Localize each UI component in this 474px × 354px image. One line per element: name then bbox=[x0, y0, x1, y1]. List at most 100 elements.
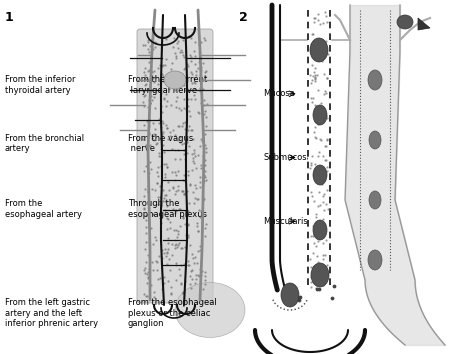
Point bbox=[166, 77, 174, 83]
Point bbox=[152, 126, 159, 132]
Point bbox=[186, 242, 194, 247]
Point bbox=[309, 73, 317, 79]
Point bbox=[320, 221, 328, 227]
Point bbox=[307, 161, 315, 166]
Point bbox=[200, 60, 207, 66]
Point bbox=[180, 191, 187, 196]
Point bbox=[155, 116, 163, 122]
Point bbox=[197, 67, 204, 73]
Point bbox=[189, 189, 197, 195]
Point bbox=[196, 174, 204, 180]
Point bbox=[154, 170, 161, 175]
Point bbox=[172, 104, 180, 109]
Point bbox=[143, 76, 150, 81]
Text: Through the
esophageal plexus: Through the esophageal plexus bbox=[128, 199, 207, 218]
Point bbox=[180, 82, 188, 88]
Point bbox=[149, 75, 157, 80]
Point bbox=[142, 163, 150, 169]
Point bbox=[184, 234, 191, 240]
Point bbox=[307, 51, 315, 56]
Point bbox=[181, 151, 188, 156]
Point bbox=[174, 232, 182, 237]
Point bbox=[192, 72, 200, 78]
Point bbox=[315, 268, 322, 274]
Point bbox=[169, 170, 176, 175]
Point bbox=[191, 61, 199, 67]
Point bbox=[164, 136, 172, 142]
Point bbox=[140, 122, 147, 127]
Point bbox=[161, 207, 169, 213]
Point bbox=[179, 214, 186, 220]
Point bbox=[195, 273, 202, 279]
Point bbox=[319, 176, 327, 182]
Point bbox=[155, 120, 163, 126]
Point bbox=[314, 225, 322, 231]
Point bbox=[159, 79, 167, 84]
Point bbox=[309, 223, 317, 229]
Point bbox=[162, 198, 169, 204]
Text: From the vagus
 nerve: From the vagus nerve bbox=[128, 134, 193, 153]
Ellipse shape bbox=[175, 282, 245, 337]
Point bbox=[149, 212, 157, 217]
Text: Muscularis: Muscularis bbox=[263, 217, 308, 226]
Point bbox=[146, 198, 153, 204]
Point bbox=[182, 178, 189, 184]
Point bbox=[147, 282, 155, 288]
Point bbox=[203, 101, 210, 107]
Point bbox=[169, 45, 177, 50]
Point bbox=[156, 62, 164, 68]
Point bbox=[201, 131, 209, 137]
Point bbox=[169, 127, 176, 132]
Point bbox=[314, 234, 321, 240]
Point bbox=[313, 215, 320, 220]
Point bbox=[172, 210, 179, 216]
Point bbox=[172, 246, 179, 251]
Point bbox=[176, 206, 184, 212]
Point bbox=[147, 69, 155, 74]
Point bbox=[197, 165, 204, 171]
Point bbox=[323, 19, 330, 24]
Point bbox=[200, 196, 208, 201]
Point bbox=[144, 213, 152, 219]
Point bbox=[185, 262, 193, 268]
Point bbox=[308, 62, 316, 68]
Point bbox=[314, 57, 321, 63]
Point bbox=[169, 72, 177, 78]
Point bbox=[140, 168, 147, 174]
Point bbox=[318, 38, 325, 44]
Point bbox=[171, 156, 178, 162]
Point bbox=[161, 175, 168, 180]
Point bbox=[181, 65, 188, 70]
Point bbox=[147, 54, 155, 59]
Point bbox=[311, 76, 319, 82]
Point bbox=[157, 103, 164, 109]
Point bbox=[311, 135, 319, 140]
Point bbox=[187, 96, 194, 102]
Point bbox=[172, 277, 180, 282]
Point bbox=[201, 169, 209, 174]
Point bbox=[145, 67, 153, 73]
Point bbox=[141, 65, 148, 70]
Point bbox=[171, 72, 179, 77]
Point bbox=[180, 291, 187, 296]
Point bbox=[163, 164, 171, 170]
Point bbox=[200, 111, 208, 117]
Point bbox=[182, 126, 189, 132]
Point bbox=[159, 255, 166, 261]
Point bbox=[162, 192, 170, 198]
Point bbox=[159, 198, 167, 204]
Point bbox=[311, 74, 319, 80]
Point bbox=[163, 215, 171, 221]
Point bbox=[311, 161, 319, 167]
Point bbox=[160, 275, 167, 280]
Point bbox=[177, 223, 184, 229]
Ellipse shape bbox=[313, 105, 327, 125]
Point bbox=[180, 177, 187, 182]
Point bbox=[310, 240, 318, 246]
Point bbox=[142, 212, 150, 218]
Point bbox=[317, 46, 324, 51]
Point bbox=[140, 267, 148, 273]
Point bbox=[146, 239, 153, 245]
Point bbox=[324, 137, 331, 143]
Point bbox=[150, 268, 157, 273]
